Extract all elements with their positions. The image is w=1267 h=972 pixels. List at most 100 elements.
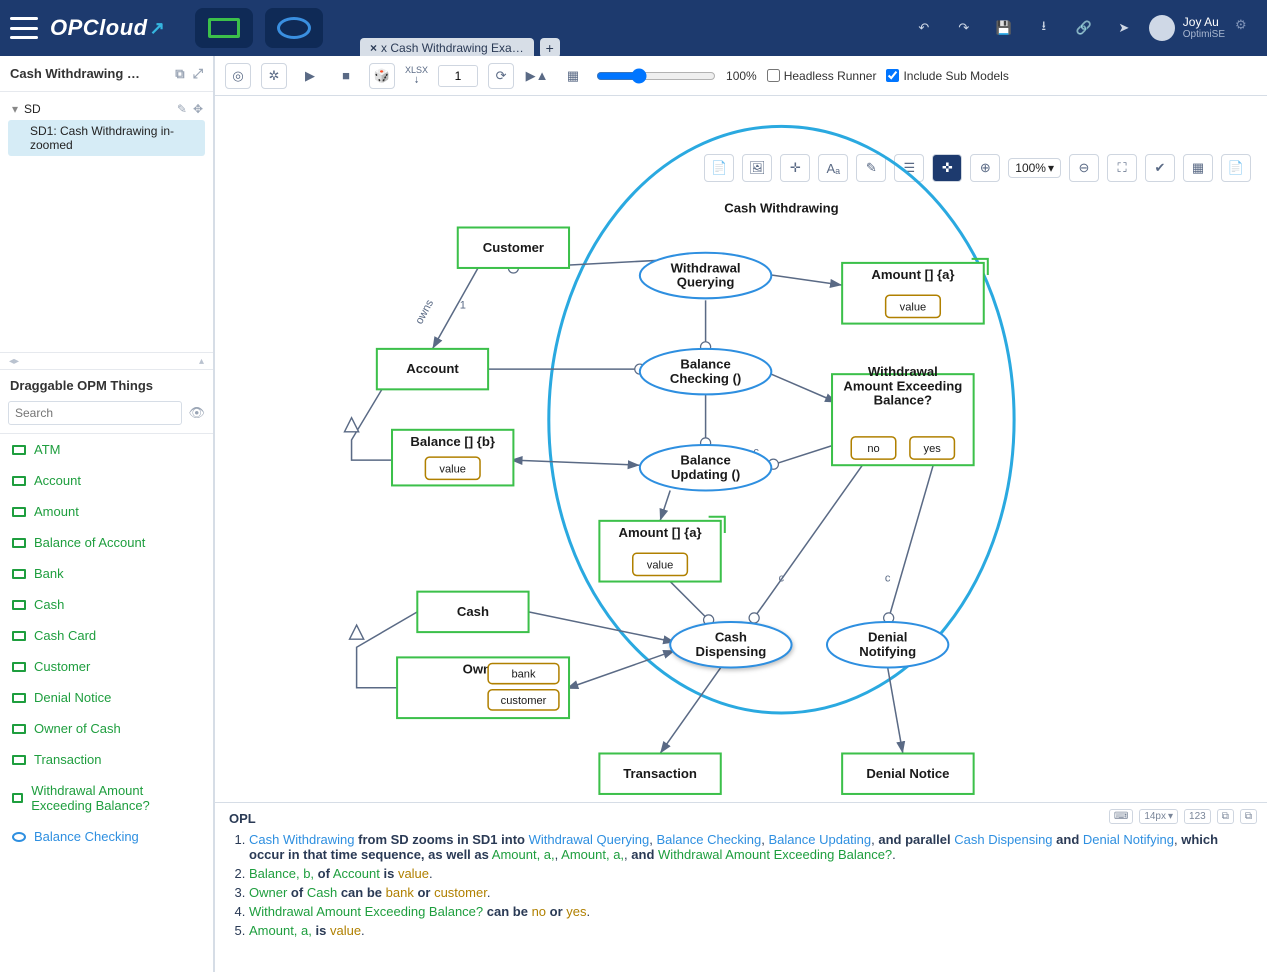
opl-fontsize[interactable]: 14px ▾: [1139, 809, 1178, 824]
play-to-icon[interactable]: ▶▲: [524, 63, 550, 89]
new-object-button[interactable]: [195, 8, 253, 48]
search-input[interactable]: [8, 401, 182, 425]
node-wq[interactable]: WithdrawalQuerying: [640, 253, 771, 299]
tree-root[interactable]: ▾ SD ✎✥: [8, 98, 205, 120]
redo-icon[interactable]: ↷: [953, 17, 975, 39]
node-denial[interactable]: Denial Notice: [842, 753, 973, 793]
node-waeb[interactable]: WithdrawalAmount ExceedingBalance?noyes: [832, 364, 974, 465]
inzoom-title: Cash Withdrawing: [724, 200, 838, 215]
tab-model[interactable]: × x Cash Withdrawing Exa…: [360, 38, 534, 58]
svg-text:Amount [] {a}: Amount [] {a}: [619, 525, 702, 540]
new-process-button[interactable]: [265, 8, 323, 48]
user-block[interactable]: Joy Au OptimiSE: [1149, 15, 1225, 41]
node-bu[interactable]: BalanceUpdating (): [640, 445, 771, 491]
opl-num-icon[interactable]: 123: [1184, 809, 1211, 824]
headless-checkbox[interactable]: Headless Runner: [767, 69, 877, 83]
link[interactable]: [670, 582, 710, 622]
thing-item[interactable]: Transaction: [0, 744, 213, 775]
step-input[interactable]: [438, 65, 478, 87]
link-owns[interactable]: [432, 268, 478, 349]
node-customer[interactable]: Customer: [458, 227, 569, 267]
link[interactable]: [660, 490, 670, 520]
settings2-icon[interactable]: ✲: [261, 63, 287, 89]
save-icon[interactable]: 💾: [993, 17, 1015, 39]
svg-text:Account: Account: [406, 361, 459, 376]
move-icon[interactable]: ✥: [193, 102, 203, 116]
node-bc[interactable]: BalanceChecking (): [640, 349, 771, 395]
tab-add-button[interactable]: +: [540, 38, 560, 58]
svg-text:value: value: [439, 463, 466, 475]
thing-list: ATMAccountAmountBalance of AccountBankCa…: [0, 433, 213, 972]
thing-item[interactable]: Bank: [0, 558, 213, 589]
xlsx-export-button[interactable]: XLSX⭣: [405, 65, 428, 86]
opl-line: Balance, b, of Account is value.: [249, 866, 1253, 881]
send-icon[interactable]: ➤: [1113, 17, 1135, 39]
gear-icon[interactable]: ⚙: [1235, 17, 1257, 39]
thing-item[interactable]: Withdrawal Amount Exceeding Balance?: [0, 775, 213, 821]
left-panel: Cash Withdrawing … ⧉⤢ ▾ SD ✎✥ SD1: Cash …: [0, 56, 214, 972]
link[interactable]: [751, 465, 862, 622]
node-cd[interactable]: CashDispensing: [670, 622, 791, 668]
thing-item[interactable]: Cash: [0, 589, 213, 620]
undo-icon[interactable]: ↶: [913, 17, 935, 39]
random-icon[interactable]: 🎲: [369, 63, 395, 89]
thing-item[interactable]: Balance of Account: [0, 527, 213, 558]
avatar: [1149, 15, 1175, 41]
opl-copy2-icon[interactable]: ⧉: [1240, 809, 1257, 824]
user-name: Joy Au: [1183, 16, 1225, 29]
close-icon[interactable]: ×: [370, 41, 377, 55]
visibility-icon[interactable]: 👁: [188, 405, 205, 421]
panel-divider[interactable]: ◂▸▴: [0, 352, 213, 370]
node-dn[interactable]: DenialNotifying: [827, 622, 948, 668]
link[interactable]: [888, 465, 934, 622]
expand-icon[interactable]: ⤢: [193, 66, 203, 82]
menu-button[interactable]: [10, 17, 38, 39]
node-transaction[interactable]: Transaction: [599, 753, 720, 793]
edit-icon[interactable]: ✎: [177, 102, 187, 116]
node-owner[interactable]: Ownerbankcustomer: [397, 657, 569, 718]
thing-item[interactable]: Balance Checking: [0, 821, 213, 852]
node-amount1[interactable]: Amount [] {a}value: [842, 259, 988, 324]
thing-item[interactable]: Account: [0, 465, 213, 496]
zoom-slider[interactable]: [596, 68, 716, 84]
link[interactable]: [888, 668, 903, 754]
tree-item-label: SD1: Cash Withdrawing in-zoomed: [30, 124, 203, 152]
thing-item[interactable]: Owner of Cash: [0, 713, 213, 744]
play-icon[interactable]: ▶: [297, 63, 323, 89]
link[interactable]: [513, 460, 639, 465]
node-balance[interactable]: Balance [] {b}value: [392, 430, 513, 486]
thing-item[interactable]: Amount: [0, 496, 213, 527]
link[interactable]: [771, 275, 842, 285]
link-icon[interactable]: 🔗: [1073, 17, 1095, 39]
diagram-canvas[interactable]: 📄 🖼 ✛ Aₐ ✎ ☰ ✜ ⊕ 100% ▾ ⊖ ⛶ ✔ ▦ 📄: [215, 96, 1267, 802]
thing-item[interactable]: ATM: [0, 434, 213, 465]
link[interactable]: [771, 445, 834, 465]
svg-text:Amount [] {a}: Amount [] {a}: [871, 267, 954, 282]
svg-text:WithdrawalQuerying: WithdrawalQuerying: [671, 261, 741, 290]
opl-line: Amount, a, is value.: [249, 923, 1253, 938]
svg-text:value: value: [647, 559, 674, 571]
svg-text:c: c: [779, 573, 785, 585]
node-amount2[interactable]: Amount [] {a} value: [599, 517, 724, 582]
grid-table-icon[interactable]: ▦: [560, 63, 586, 89]
thing-item[interactable]: Cash Card: [0, 620, 213, 651]
submodels-checkbox[interactable]: Include Sub Models: [886, 69, 1008, 83]
refresh-icon[interactable]: ⟳: [488, 63, 514, 89]
copy-icon[interactable]: ⧉: [175, 66, 184, 82]
svg-text:Customer: Customer: [483, 240, 544, 255]
thing-item[interactable]: Customer: [0, 651, 213, 682]
link[interactable]: [352, 389, 392, 460]
node-cash[interactable]: Cash: [417, 592, 528, 632]
save-as-icon[interactable]: ⭳: [1033, 17, 1055, 39]
target-icon[interactable]: ◎: [225, 63, 251, 89]
link[interactable]: [529, 612, 676, 642]
link[interactable]: [660, 668, 721, 754]
tree-item[interactable]: SD1: Cash Withdrawing in-zoomed: [8, 120, 205, 156]
thing-item[interactable]: Denial Notice: [0, 682, 213, 713]
stop-icon[interactable]: ■: [333, 63, 359, 89]
opl-kbd-icon[interactable]: ⌨: [1109, 809, 1133, 824]
opl-copy-icon[interactable]: ⧉: [1217, 809, 1234, 824]
link[interactable]: [771, 374, 837, 402]
node-account[interactable]: Account: [377, 349, 488, 389]
svg-text:owns: owns: [413, 297, 436, 326]
